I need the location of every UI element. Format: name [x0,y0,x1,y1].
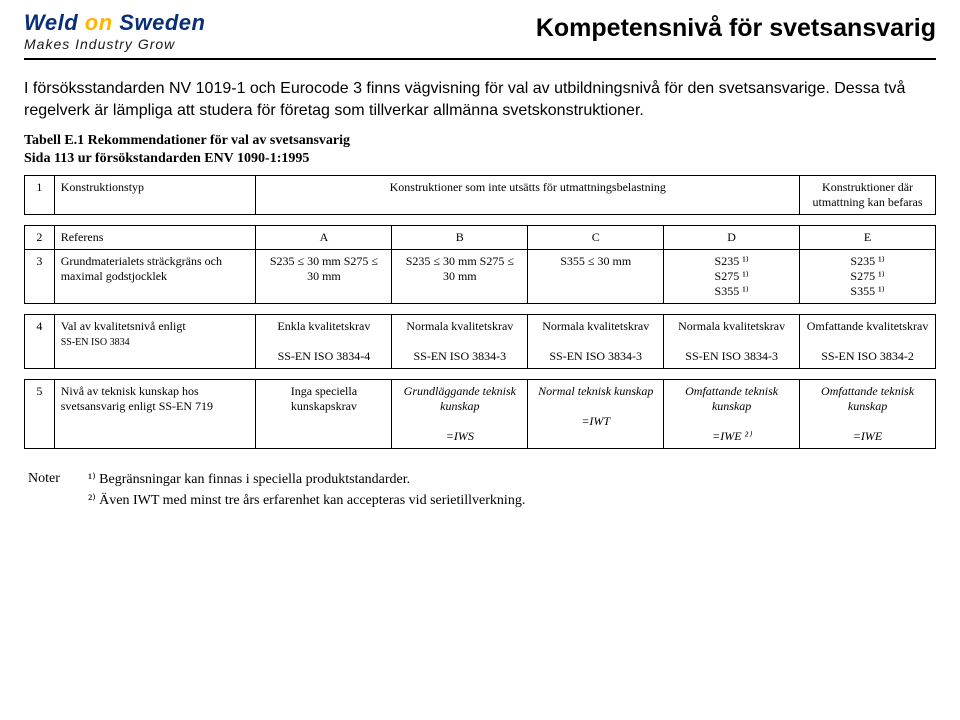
cell-2-D: D [664,226,800,250]
cell-5-label: Nivå av teknisk kunskap hos svetsansvari… [54,380,256,449]
table-row: ²⁾ Även IWT med minst tre års erfarenhet… [24,490,936,511]
cell-1-n: 1 [25,176,55,215]
table-row: 1 Konstruktionstyp Konstruktioner som in… [25,176,936,215]
cell-3-label: Grundmaterialets sträckgräns och maximal… [54,250,256,304]
logo-part-on: on [85,10,113,35]
cell-5-D: Omfattande teknisk kunskap =IWE ²⁾ [664,380,800,449]
cell-1-label: Konstruktionstyp [54,176,256,215]
cell-4-E: Omfattande kvalitetskrav SS-EN ISO 3834-… [800,315,936,369]
table-row: 5 Nivå av teknisk kunskap hos svetsansva… [25,380,936,449]
cell-4-label: Val av kvalitetsnivå enligt SS-EN ISO 38… [54,315,256,369]
cell-2-C: C [528,226,664,250]
table-row: 2 Referens A B C D E [25,226,936,250]
table-title: Tabell E.1 Rekommendationer för val av s… [24,133,936,149]
cell-2-B: B [392,226,528,250]
cell-4-n: 4 [25,315,55,369]
cell-2-A: A [256,226,392,250]
cell-3-C: S355 ≤ 30 mm [528,250,664,304]
table-row: 3 Grundmaterialets sträckgräns och maxim… [25,250,936,304]
cell-4-D: Normala kvalitetskrav SS-EN ISO 3834-3 [664,315,800,369]
cell-3-D: S235 ¹⁾ S275 ¹⁾ S355 ¹⁾ [664,250,800,304]
divider [24,58,936,60]
notes-label: Noter [24,469,84,490]
table-row: 4 Val av kvalitetsnivå enligt SS-EN ISO … [25,315,936,369]
cell-5-C: Normal teknisk kunskap =IWT [528,380,664,449]
cell-4-B: Normala kvalitetskrav SS-EN ISO 3834-3 [392,315,528,369]
tagline: Makes Industry Grow [24,36,205,52]
table-subtitle: Sida 113 ur försökstandarden ENV 1090-1:… [24,151,936,167]
note-2: ²⁾ Även IWT med minst tre års erfarenhet… [84,490,936,511]
table-row: Noter ¹⁾ Begränsningar kan finnas i spec… [24,469,936,490]
logo: Weld on Sweden [24,12,205,34]
cell-5-B: Grundläggande teknisk kunskap =IWS [392,380,528,449]
cell-1-right: Konstruktioner där utmattning kan befara… [800,176,936,215]
cell-3-A: S235 ≤ 30 mm S275 ≤ 30 mm [256,250,392,304]
logo-part-weld: Weld [24,10,78,35]
cell-3-n: 3 [25,250,55,304]
cell-5-E: Omfattande teknisk kunskap =IWE [800,380,936,449]
cell-5-A: Inga speciella kunskapskrav [256,380,392,449]
cell-2-n: 2 [25,226,55,250]
cell-1-mid: Konstruktioner som inte utsätts för utma… [256,176,800,215]
rec-table-3: 4 Val av kvalitetsnivå enligt SS-EN ISO … [24,314,936,369]
notes-table: Noter ¹⁾ Begränsningar kan finnas i spec… [24,469,936,511]
rec-table-2: 2 Referens A B C D E 3 Grundmaterialets … [24,225,936,304]
page-title: Kompetensnivå för svetsansvarig [536,14,936,43]
cell-5-n: 5 [25,380,55,449]
cell-2-E: E [800,226,936,250]
cell-2-label: Referens [54,226,256,250]
rec-table-4: 5 Nivå av teknisk kunskap hos svetsansva… [24,379,936,449]
cell-4-label2: SS-EN ISO 3834 [61,337,130,348]
cell-4-label1: Val av kvalitetsnivå enligt [61,319,186,333]
cell-4-C: Normala kvalitetskrav SS-EN ISO 3834-3 [528,315,664,369]
intro-paragraph: I försöksstandarden NV 1019-1 och Euroco… [24,78,936,121]
cell-3-B: S235 ≤ 30 mm S275 ≤ 30 mm [392,250,528,304]
cell-4-A: Enkla kvalitetskrav SS-EN ISO 3834-4 [256,315,392,369]
logo-block: Weld on Sweden Makes Industry Grow [24,12,205,52]
rec-table: 1 Konstruktionstyp Konstruktioner som in… [24,175,936,215]
logo-part-sweden: Sweden [119,10,205,35]
note-1: ¹⁾ Begränsningar kan finnas i speciella … [84,469,936,490]
cell-3-E: S235 ¹⁾ S275 ¹⁾ S355 ¹⁾ [800,250,936,304]
